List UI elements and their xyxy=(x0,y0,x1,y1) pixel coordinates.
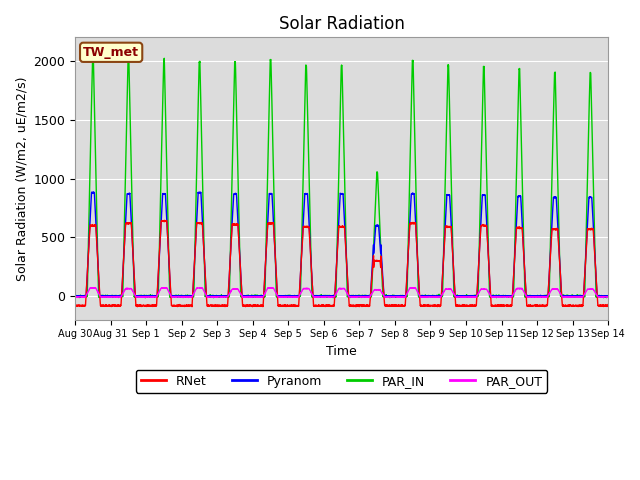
RNet xyxy=(352,304,360,310)
PAR_OUT xyxy=(604,294,612,300)
Legend: RNet, Pyranom, PAR_IN, PAR_OUT: RNet, Pyranom, PAR_IN, PAR_OUT xyxy=(136,370,547,393)
PAR_OUT xyxy=(170,294,177,300)
Y-axis label: Solar Radiation (W/m2, uE/m2/s): Solar Radiation (W/m2, uE/m2/s) xyxy=(15,76,28,281)
Line: RNet: RNet xyxy=(75,220,608,307)
PAR_OUT xyxy=(432,294,440,300)
Pyranom xyxy=(604,294,612,300)
Pyranom xyxy=(461,293,469,299)
RNet xyxy=(492,303,499,309)
PAR_IN xyxy=(71,293,79,299)
PAR_IN xyxy=(492,293,499,299)
PAR_IN xyxy=(432,293,440,299)
PAR_OUT xyxy=(198,285,205,290)
RNet xyxy=(71,303,79,309)
PAR_OUT xyxy=(604,294,611,300)
Line: PAR_IN: PAR_IN xyxy=(75,54,608,298)
Title: Solar Radiation: Solar Radiation xyxy=(278,15,404,33)
Line: PAR_OUT: PAR_OUT xyxy=(75,288,608,297)
RNet xyxy=(432,303,440,309)
PAR_OUT xyxy=(492,294,499,300)
PAR_IN xyxy=(322,294,330,300)
RNet xyxy=(604,303,611,309)
Pyranom xyxy=(492,293,499,299)
PAR_OUT xyxy=(71,294,79,300)
RNet xyxy=(322,302,330,308)
PAR_IN xyxy=(604,293,612,299)
RNet xyxy=(604,302,612,308)
Pyranom xyxy=(167,293,175,299)
PAR_OUT xyxy=(461,294,469,300)
PAR_IN xyxy=(167,293,175,299)
Pyranom xyxy=(604,293,611,299)
PAR_OUT xyxy=(322,294,330,300)
X-axis label: Time: Time xyxy=(326,345,357,358)
PAR_OUT xyxy=(167,293,175,299)
Text: TW_met: TW_met xyxy=(83,46,139,59)
Line: Pyranom: Pyranom xyxy=(75,192,608,297)
PAR_IN xyxy=(90,51,97,57)
Pyranom xyxy=(602,294,609,300)
Pyranom xyxy=(88,189,95,195)
Pyranom xyxy=(71,293,79,299)
RNet xyxy=(161,217,168,223)
PAR_IN xyxy=(461,293,469,299)
RNet xyxy=(167,295,175,301)
Pyranom xyxy=(322,293,330,299)
RNet xyxy=(461,303,469,309)
PAR_IN xyxy=(604,294,611,300)
Pyranom xyxy=(431,293,439,299)
PAR_IN xyxy=(141,295,149,300)
